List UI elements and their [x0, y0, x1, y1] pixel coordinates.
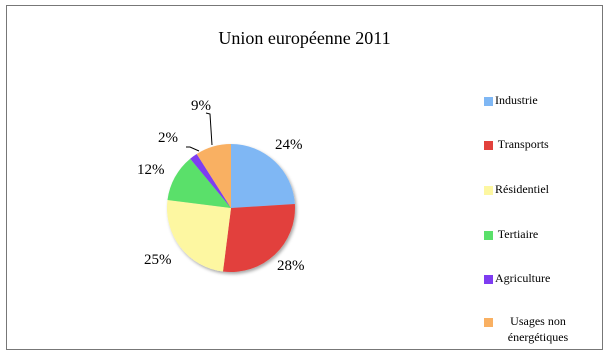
- legend-item-tertiaire: Tertiaire: [484, 227, 538, 242]
- pie-slice-industrie: [231, 144, 295, 208]
- legend-item-transports: Transports: [484, 137, 549, 152]
- slice-label-transports: 28%: [277, 258, 305, 274]
- legend-label-industrie: Industrie: [495, 93, 538, 107]
- chart-title: Union européenne 2011: [218, 28, 391, 48]
- legend-swatch-agriculture: [484, 274, 493, 284]
- legend-swatch-transports: [484, 140, 493, 150]
- legend-label-tertiaire: Tertiaire: [497, 227, 539, 241]
- legend-item-usages-non-energetiques: Usages non énergétiques: [484, 313, 584, 345]
- legend-swatch-usages-non-energetiques: [484, 318, 493, 327]
- slice-label-residentiel: 25%: [144, 252, 172, 268]
- legend-label-residentiel: Résidentiel: [495, 182, 549, 196]
- slice-label-industrie: 24%: [275, 137, 303, 153]
- legend-label-usages-non-energetiques: Usages non énergétiques: [507, 314, 569, 344]
- legend-label-transports: Transports: [497, 137, 549, 151]
- legend-item-residentiel: Résidentiel: [484, 182, 549, 197]
- leader-line-usages-non-energetiques: [205, 112, 213, 146]
- pie-slice-transports: [222, 203, 295, 273]
- legend-item-industrie: Industrie: [484, 93, 538, 108]
- legend-item-agriculture: Agriculture: [484, 271, 550, 286]
- slice-label-agriculture: 2%: [158, 130, 178, 146]
- legend-label-agriculture: Agriculture: [495, 271, 551, 285]
- slice-label-tertiaire: 12%: [137, 162, 165, 178]
- legend-swatch-residentiel: [484, 185, 493, 195]
- slice-label-usages-non-energetiques: 9%: [191, 98, 211, 114]
- pie-slice-residentiel: [166, 199, 231, 272]
- pie-slice-usages-non-energetiques: [196, 144, 231, 208]
- pie-slice-agriculture: [190, 153, 231, 208]
- pie-slice-tertiaire: [167, 158, 231, 208]
- leader-line-agriculture: [186, 146, 200, 152]
- chart-frame: [6, 5, 603, 350]
- legend-swatch-tertiaire: [484, 230, 493, 240]
- legend-swatch-industrie: [484, 96, 493, 106]
